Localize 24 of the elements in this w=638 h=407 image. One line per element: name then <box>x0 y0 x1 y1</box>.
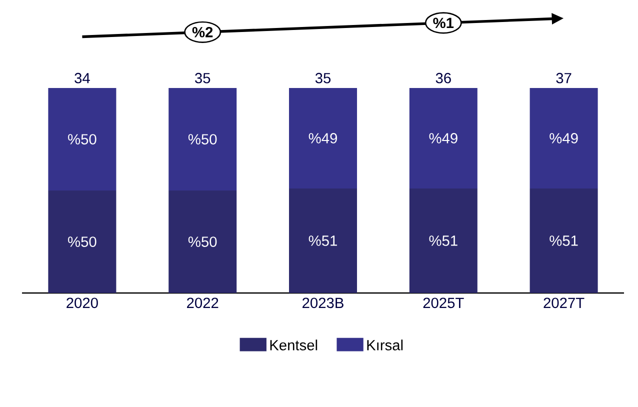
text: %1 <box>433 18 454 28</box>
data-label: %50 <box>188 134 217 144</box>
data-label: %51 <box>550 236 578 246</box>
data-label: %51 <box>429 236 458 246</box>
x-tick-label: 2020 <box>66 298 98 308</box>
annotation: 36 <box>436 72 451 84</box>
annotation: 37 <box>556 72 572 84</box>
text: %2 <box>192 26 213 38</box>
data-label: %50 <box>188 236 217 247</box>
x-tick-label: 2022 <box>187 298 218 308</box>
data-label: %49 <box>308 133 337 144</box>
data-label: %51 <box>308 236 337 246</box>
x-tick-label: 2023B <box>302 298 344 308</box>
legend-label: Kırsal <box>367 340 403 350</box>
annotation: 35 <box>315 72 331 84</box>
data-label: %49 <box>550 133 578 144</box>
x-tick-label: 2025T <box>423 298 464 308</box>
annotation: 35 <box>195 72 210 84</box>
annotation: 34 <box>74 72 90 84</box>
x-tick-label: 2027T <box>544 298 584 308</box>
data-label: %50 <box>68 134 96 144</box>
data-label: %50 <box>68 236 96 247</box>
data-label: %49 <box>429 133 458 144</box>
legend-label: Kentsel <box>270 340 318 350</box>
